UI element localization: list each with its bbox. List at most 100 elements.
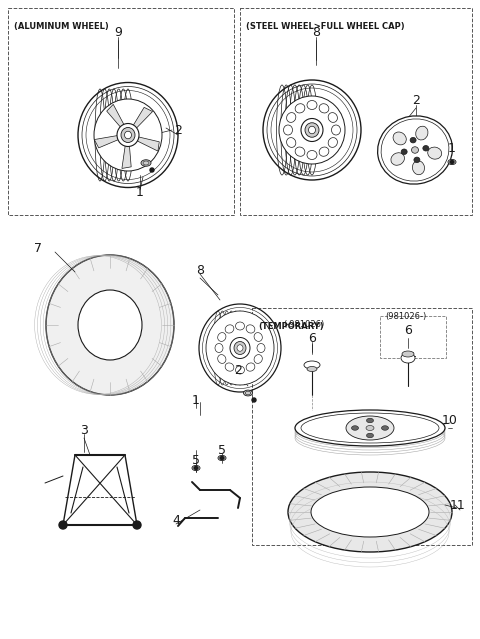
Ellipse shape [428,147,442,159]
Ellipse shape [416,126,428,140]
Ellipse shape [423,146,429,151]
Ellipse shape [124,131,132,139]
Ellipse shape [401,149,407,155]
Ellipse shape [254,355,262,364]
Ellipse shape [236,366,244,374]
Ellipse shape [192,465,200,470]
Ellipse shape [236,322,244,330]
Ellipse shape [254,333,262,341]
Ellipse shape [393,132,406,145]
Text: (STEEL WHEEL>FULL WHEEL CAP): (STEEL WHEEL>FULL WHEEL CAP) [246,22,405,31]
Text: (ALUMINUM WHEEL): (ALUMINUM WHEEL) [14,22,109,31]
Ellipse shape [319,147,329,157]
Ellipse shape [309,127,315,134]
Ellipse shape [319,104,329,113]
Text: 6: 6 [404,323,412,337]
Text: 2: 2 [234,364,242,376]
Ellipse shape [307,367,317,371]
Ellipse shape [230,337,250,358]
Text: 11: 11 [450,498,466,511]
Ellipse shape [287,137,296,148]
Text: 8: 8 [196,263,204,277]
Text: 5: 5 [192,454,200,466]
Ellipse shape [378,116,452,184]
Ellipse shape [367,419,373,423]
Text: 1: 1 [448,141,456,155]
Ellipse shape [304,361,320,369]
Text: 7: 7 [34,242,42,254]
Ellipse shape [328,137,337,148]
Ellipse shape [307,151,317,160]
Ellipse shape [295,104,305,113]
Text: 10: 10 [442,413,458,426]
Ellipse shape [411,147,419,153]
Ellipse shape [257,344,265,353]
Circle shape [220,456,224,459]
Ellipse shape [401,353,415,363]
Circle shape [150,168,154,172]
Text: 2: 2 [174,123,182,137]
Bar [240,8,472,215]
Text: (981026-): (981026-) [385,311,427,321]
Ellipse shape [225,325,234,333]
Ellipse shape [46,255,174,395]
Ellipse shape [346,416,394,440]
Ellipse shape [141,160,151,166]
Text: 8: 8 [312,26,320,38]
Polygon shape [132,107,153,130]
Ellipse shape [218,333,226,341]
Ellipse shape [206,311,274,385]
Bar [252,308,472,545]
Text: 1: 1 [136,185,144,199]
Text: 5: 5 [218,443,226,456]
Ellipse shape [117,123,139,146]
Ellipse shape [246,363,255,371]
Text: 4: 4 [172,514,180,527]
Ellipse shape [287,112,296,123]
Ellipse shape [391,153,405,166]
Ellipse shape [367,433,373,438]
Ellipse shape [351,426,359,430]
Polygon shape [134,136,159,151]
Ellipse shape [225,363,234,371]
Ellipse shape [215,344,223,353]
Ellipse shape [218,456,226,461]
Text: 9: 9 [114,26,122,38]
Ellipse shape [307,100,317,109]
Ellipse shape [234,341,246,355]
Ellipse shape [246,325,255,333]
Ellipse shape [121,128,135,142]
Ellipse shape [402,351,414,357]
Circle shape [252,398,256,402]
Circle shape [59,521,67,529]
Bar [380,316,446,358]
Ellipse shape [412,161,424,174]
Ellipse shape [284,125,292,135]
Text: (-981026): (-981026) [283,320,324,328]
Text: 2: 2 [412,93,420,107]
Ellipse shape [382,426,388,430]
Ellipse shape [78,290,142,360]
Ellipse shape [237,345,243,351]
Ellipse shape [328,112,337,123]
Bar [8,8,234,215]
Ellipse shape [243,390,252,396]
Ellipse shape [301,118,323,141]
Ellipse shape [410,137,416,143]
Ellipse shape [332,125,340,135]
Polygon shape [122,142,131,169]
Ellipse shape [218,355,226,364]
Ellipse shape [311,487,429,537]
Ellipse shape [94,99,162,171]
Ellipse shape [295,410,445,446]
Circle shape [133,521,141,529]
Ellipse shape [448,159,456,165]
Ellipse shape [366,426,374,431]
Circle shape [194,466,197,470]
Polygon shape [94,135,121,148]
Text: 1: 1 [192,394,200,406]
Circle shape [451,160,454,164]
Ellipse shape [305,123,319,137]
Text: (TEMPORARY): (TEMPORARY) [258,322,324,331]
Text: 3: 3 [80,424,88,436]
